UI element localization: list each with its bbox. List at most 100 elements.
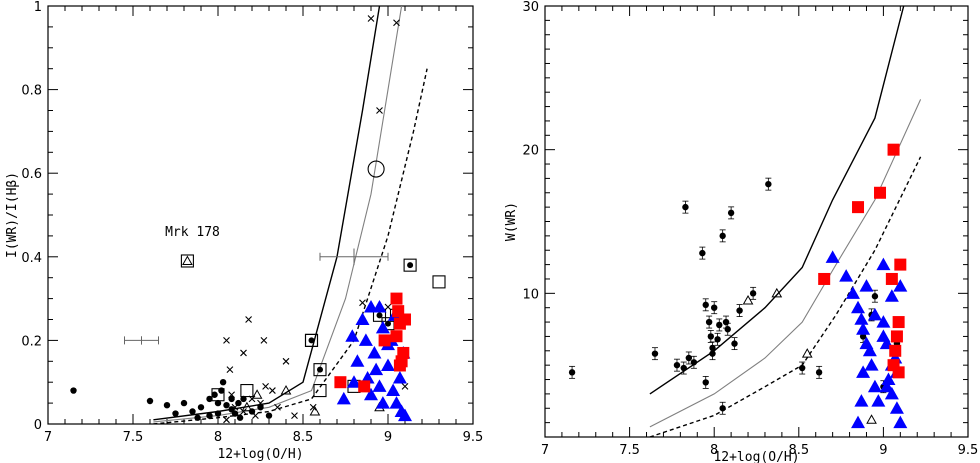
data-point-cross bbox=[401, 382, 409, 390]
data-point-open-triangle bbox=[280, 385, 292, 395]
data-point-filled-circle bbox=[228, 395, 235, 403]
y-tick-label: 0.4 bbox=[21, 251, 42, 266]
data-point-filled-circle bbox=[714, 336, 721, 343]
data-point-blue-triangle bbox=[347, 375, 361, 388]
data-point-red-square bbox=[887, 143, 900, 156]
data-point-filled-circle bbox=[711, 304, 718, 311]
data-point-open-triangle bbox=[742, 294, 754, 305]
data-point-cross bbox=[359, 299, 366, 307]
y-tick-label: 30 bbox=[522, 0, 539, 15]
data-point-filled-circle bbox=[682, 203, 689, 211]
data-point-boxed-dot bbox=[313, 363, 327, 377]
data-point-red-square bbox=[390, 330, 403, 343]
x-tick-label: 8 bbox=[710, 443, 718, 458]
data-point-blue-triangle bbox=[867, 379, 882, 393]
data-point-filled-circle bbox=[180, 399, 188, 407]
data-point-filled-circle bbox=[719, 405, 726, 412]
data-point-blue-triangle bbox=[856, 365, 871, 378]
x-tick-label: 7.5 bbox=[619, 443, 640, 458]
data-point-open-triangle bbox=[251, 389, 263, 399]
data-point-filled-circle bbox=[690, 359, 698, 366]
data-point-filled-circle bbox=[859, 333, 867, 340]
data-point-blue-triangle bbox=[350, 354, 365, 367]
data-point-red-square bbox=[874, 186, 887, 199]
data-point-blue-triangle bbox=[392, 371, 407, 384]
data-point-cross bbox=[223, 337, 230, 344]
data-point-cross bbox=[252, 412, 259, 420]
data-point-blue-triangle bbox=[345, 329, 360, 342]
data-point-filled-circle bbox=[651, 350, 659, 357]
data-point-red-square bbox=[894, 258, 907, 271]
data-point-filled-circle bbox=[716, 321, 723, 329]
data-point-blue-triangle bbox=[375, 396, 390, 409]
data-point-filled-circle bbox=[815, 369, 823, 376]
data-point-filled-circle bbox=[189, 408, 196, 415]
data-point-filled-circle bbox=[727, 209, 735, 217]
data-point-cross bbox=[274, 403, 281, 411]
data-point-boxed-dot-center bbox=[376, 312, 383, 319]
data-point-red-square bbox=[892, 366, 905, 379]
data-point-filled-circle bbox=[736, 307, 743, 314]
data-point-blue-triangle bbox=[881, 372, 896, 386]
data-point-blue-triangle bbox=[876, 257, 891, 271]
y-tick-label: 10 bbox=[522, 287, 539, 302]
data-point-filled-circle bbox=[719, 232, 726, 240]
data-point-cross bbox=[309, 403, 317, 411]
y-axis-label: W(WR) bbox=[504, 202, 519, 241]
data-point-blue-triangle bbox=[825, 250, 840, 263]
data-point-red-square bbox=[885, 272, 898, 285]
model-curve-solid-gray bbox=[649, 99, 922, 428]
data-point-blue-triangle bbox=[389, 396, 404, 409]
data-point-filled-circle bbox=[146, 397, 154, 405]
data-point-red-square bbox=[397, 346, 410, 359]
data-point-boxed-dot-center bbox=[317, 366, 323, 373]
data-point-red-square bbox=[393, 359, 406, 372]
data-point-filled-circle bbox=[219, 379, 227, 386]
data-point-cross bbox=[291, 412, 298, 420]
y-tick-label: 1 bbox=[34, 0, 42, 15]
data-point-blue-triangle bbox=[372, 299, 387, 313]
data-point-open-triangle bbox=[182, 255, 193, 265]
y-tick-label: 0.2 bbox=[21, 334, 42, 349]
data-point-filled-circle bbox=[731, 340, 738, 347]
data-point-cross bbox=[245, 316, 252, 323]
data-point-filled-circle bbox=[70, 387, 77, 394]
model-curve-dashed-black bbox=[649, 156, 922, 437]
y-axis-label: I(WR)/I(Hβ) bbox=[5, 172, 20, 258]
x-tick-label: 9 bbox=[879, 443, 887, 458]
data-point-filled-circle bbox=[699, 249, 706, 257]
data-point-filled-circle bbox=[722, 318, 730, 326]
x-tick-label: 9.5 bbox=[463, 430, 484, 445]
model-curve-dashed-black bbox=[153, 68, 428, 424]
model-curve-solid-black bbox=[153, 6, 381, 421]
data-point-open-square bbox=[432, 275, 446, 289]
data-point-filled-circle bbox=[223, 401, 230, 409]
data-point-open-triangle bbox=[801, 348, 813, 358]
data-point-filled-circle bbox=[673, 361, 681, 369]
data-point-blue-triangle bbox=[398, 408, 412, 422]
data-point-blue-triangle bbox=[854, 394, 869, 407]
data-point-blue-triangle bbox=[864, 358, 879, 371]
data-point-blue-triangle bbox=[336, 391, 351, 405]
data-point-cross bbox=[260, 337, 268, 344]
x-tick-label: 7.5 bbox=[123, 430, 144, 445]
data-point-blue-triangle bbox=[367, 345, 382, 359]
data-point-filled-circle bbox=[248, 408, 256, 415]
data-point-filled-circle bbox=[235, 399, 242, 407]
data-point-filled-circle bbox=[214, 410, 222, 417]
x-tick-label: 9 bbox=[384, 430, 392, 445]
data-point-blue-triangle bbox=[876, 315, 891, 328]
data-point-boxed-dot-center bbox=[385, 320, 391, 327]
x-axis-label: 12+log(O/H) bbox=[713, 450, 799, 463]
data-point-filled-circle bbox=[705, 318, 713, 326]
data-point-filled-circle bbox=[871, 293, 879, 300]
data-point-blue-triangle bbox=[355, 312, 370, 325]
data-point-red-square bbox=[852, 201, 865, 214]
data-point-open-triangle bbox=[866, 414, 877, 424]
data-point-cross bbox=[223, 416, 230, 424]
data-point-filled-circle bbox=[236, 414, 244, 421]
data-point-cross bbox=[231, 403, 239, 411]
data-point-filled-circle bbox=[568, 369, 576, 376]
data-point-red-square bbox=[889, 344, 902, 357]
